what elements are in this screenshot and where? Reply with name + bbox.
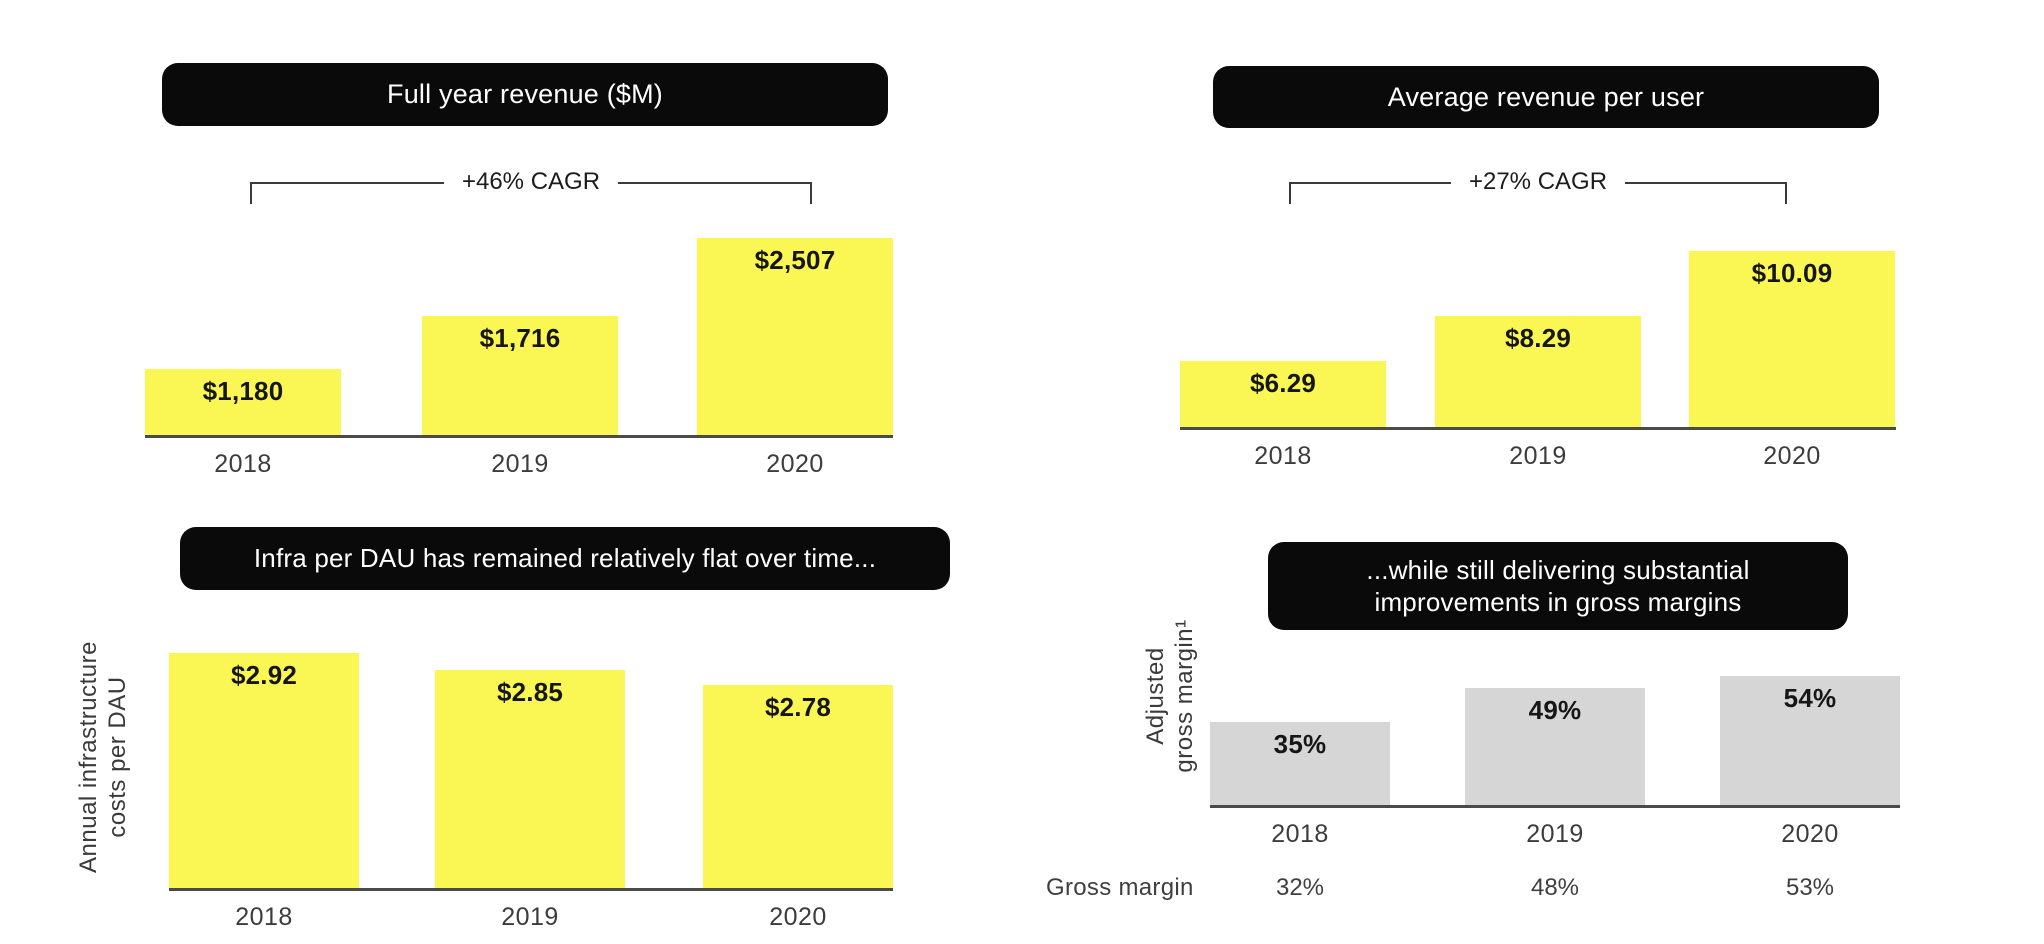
arpu-bar-value-label: $6.29 xyxy=(1249,368,1317,398)
infra-x-tick-2019: 2019 xyxy=(501,903,559,931)
revenue-x-tick-2019: 2019 xyxy=(491,450,549,478)
revenue-x-axis-line xyxy=(145,435,893,438)
bracket-right-tick xyxy=(1785,182,1787,204)
infra-x-tick-2018: 2018 xyxy=(235,903,293,931)
arpu-x-axis-line xyxy=(1180,427,1896,430)
arpu-bar-2018: $6.29 xyxy=(1180,361,1386,429)
gross-margin-value-2018: 32% xyxy=(1275,874,1325,901)
bracket-line xyxy=(618,182,810,184)
margin-bar-2018: 35% xyxy=(1210,722,1390,807)
margin-x-axis-line xyxy=(1210,805,1900,808)
margin-bar-value-label: 35% xyxy=(1273,729,1327,759)
margin-chart-title-line1: ...while still delivering substantial xyxy=(1366,555,1750,585)
margin-bar-value-label: 49% xyxy=(1528,695,1582,725)
infra-bar-value-label: $2.78 xyxy=(764,692,832,722)
revenue-bar-2019: $1,716 xyxy=(422,316,618,437)
revenue-bar-2018: $1,180 xyxy=(145,369,341,437)
margin-x-tick-2018: 2018 xyxy=(1271,820,1329,848)
bracket-left-tick xyxy=(1289,182,1291,204)
revenue-bar-value-label: $1,716 xyxy=(479,323,561,353)
margin-chart-title-pill: ...while still delivering substantial im… xyxy=(1268,542,1848,630)
gross-margin-row-label: Gross margin xyxy=(1046,874,1194,901)
arpu-bar-value-label: $8.29 xyxy=(1504,323,1572,353)
arpu-cagr-bracket: +27% CAGR xyxy=(1289,170,1787,206)
arpu-chart-title: Average revenue per user xyxy=(1387,81,1705,112)
revenue-cagr-bracket: +46% CAGR xyxy=(250,170,812,206)
revenue-chart-title-pill: Full year revenue ($M) xyxy=(162,63,888,126)
infra-bar-2020: $2.78 xyxy=(703,685,893,890)
arpu-chart-title-pill: Average revenue per user xyxy=(1213,66,1879,128)
infra-y-axis-label-line1: Annual infrastructure xyxy=(75,641,102,873)
arpu-bar-value-label: $10.09 xyxy=(1751,258,1833,288)
infra-y-axis-label-line2: costs per DAU xyxy=(104,676,131,838)
arpu-x-tick-2019: 2019 xyxy=(1509,442,1567,470)
bracket-right-tick xyxy=(810,182,812,204)
arpu-x-tick-2018: 2018 xyxy=(1254,442,1312,470)
margin-bar-2020: 54% xyxy=(1720,676,1900,807)
margin-x-tick-2019: 2019 xyxy=(1526,820,1584,848)
revenue-x-tick-2020: 2020 xyxy=(766,450,824,478)
infra-bar-value-label: $2.85 xyxy=(496,677,564,707)
arpu-x-tick-2020: 2020 xyxy=(1763,442,1821,470)
infra-chart-title-pill: Infra per DAU has remained relatively fl… xyxy=(180,527,950,590)
bracket-left-tick xyxy=(250,182,252,204)
bracket-line xyxy=(252,182,444,184)
revenue-bar-2020: $2,507 xyxy=(697,238,893,437)
infra-chart-title: Infra per DAU has remained relatively fl… xyxy=(253,543,877,573)
margin-bar-value-label: 54% xyxy=(1783,683,1837,713)
revenue-bar-value-label: $2,507 xyxy=(754,245,836,275)
revenue-bar-value-label: $1,180 xyxy=(202,376,284,406)
infra-y-axis-label: Annual infrastructure costs per DAU xyxy=(73,607,133,907)
arpu-cagr-label: +27% CAGR xyxy=(1468,168,1608,195)
infra-bar-2018: $2.92 xyxy=(169,653,359,890)
margin-y-axis-label: Adjusted gross margin¹ xyxy=(1140,576,1200,816)
revenue-x-tick-2018: 2018 xyxy=(214,450,272,478)
infra-bar-2019: $2.85 xyxy=(435,670,625,890)
infra-x-axis-line xyxy=(169,888,893,891)
arpu-bar-2019: $8.29 xyxy=(1435,316,1641,429)
margin-bar-2019: 49% xyxy=(1465,688,1645,807)
bracket-line xyxy=(1625,182,1785,184)
infra-bar-value-label: $2.92 xyxy=(230,660,298,690)
gross-margin-value-2019: 48% xyxy=(1530,874,1580,901)
bracket-line xyxy=(1291,182,1451,184)
margin-x-tick-2020: 2020 xyxy=(1781,820,1839,848)
margin-y-axis-label-line1: Adjusted xyxy=(1142,647,1169,745)
revenue-cagr-label: +46% CAGR xyxy=(461,168,601,195)
arpu-bar-2020: $10.09 xyxy=(1689,251,1895,429)
margin-y-axis-label-line2: gross margin¹ xyxy=(1171,619,1198,773)
margin-chart-title-line2: improvements in gross margins xyxy=(1374,587,1742,617)
gross-margin-value-2020: 53% xyxy=(1785,874,1835,901)
infra-x-tick-2020: 2020 xyxy=(769,903,827,931)
revenue-chart-title: Full year revenue ($M) xyxy=(387,79,663,109)
